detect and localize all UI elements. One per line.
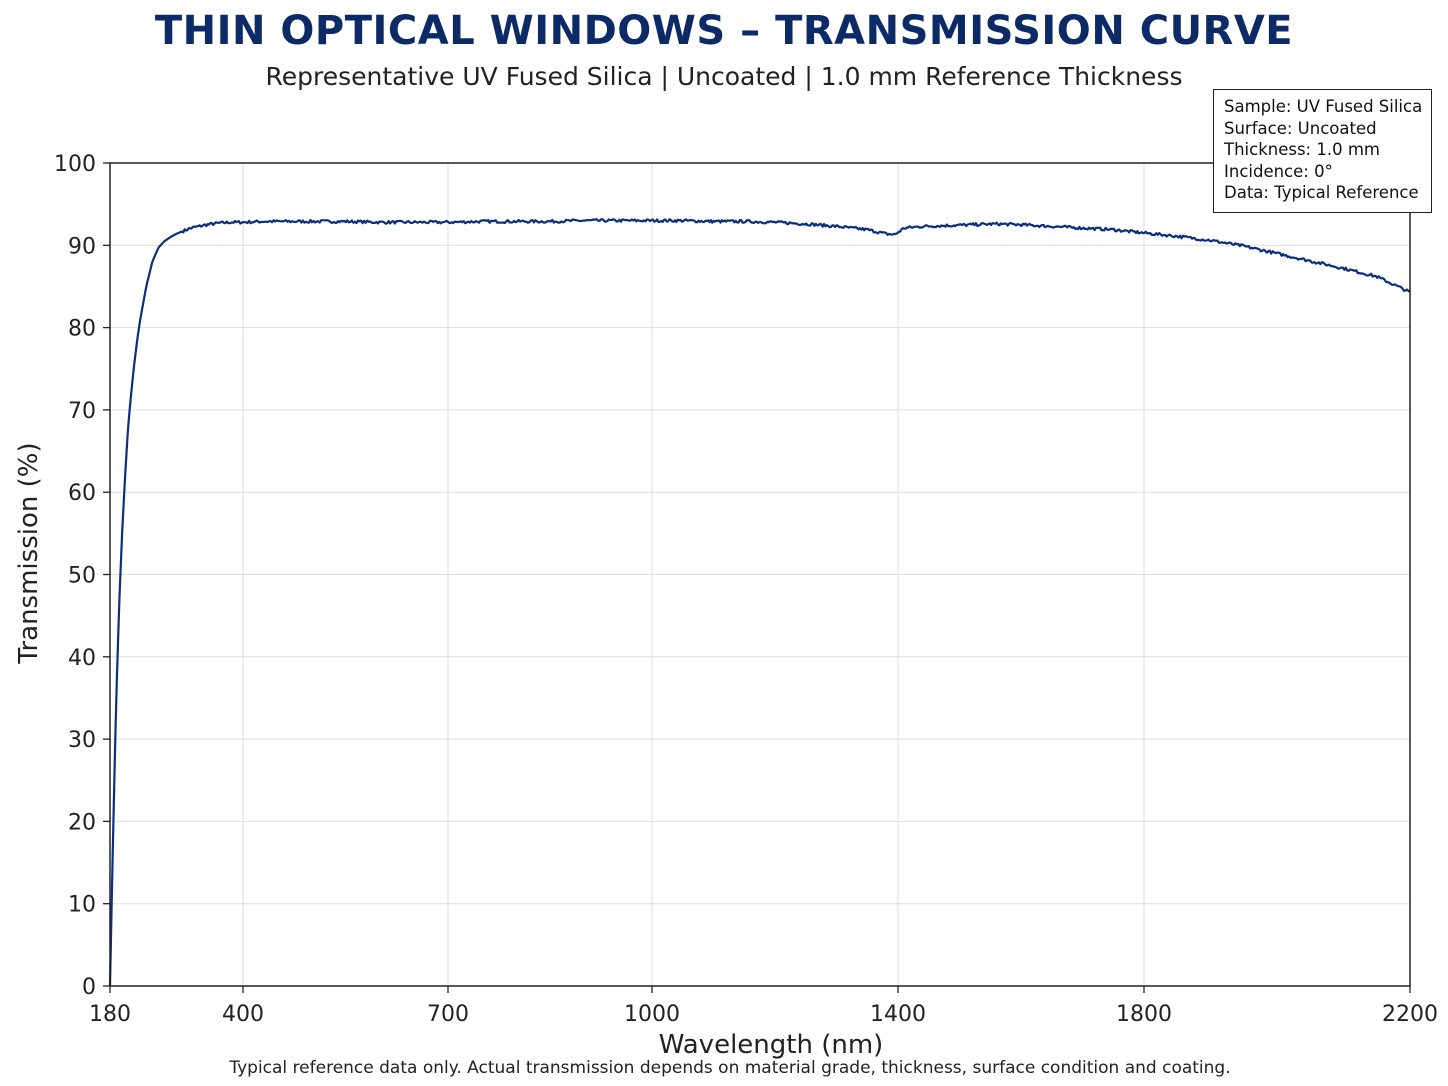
y-axis-label: Transmission (%) [14, 442, 44, 664]
x-axis-label: Wavelength (nm) [659, 1030, 884, 1060]
x-tick-label: 2200 [1382, 1002, 1438, 1027]
x-tick-label: 180 [89, 1002, 131, 1027]
y-tick-label: 40 [68, 646, 96, 671]
info-sample: Sample: UV Fused Silica [1224, 97, 1423, 116]
y-tick-label: 100 [54, 152, 96, 177]
info-surface: Surface: Uncoated [1224, 118, 1377, 138]
y-tick-label: 10 [68, 893, 96, 918]
x-tick-label: 400 [222, 1002, 264, 1027]
y-tick-label: 30 [68, 728, 96, 753]
y-tick-label: 80 [68, 317, 96, 342]
y-tick-label: 60 [68, 481, 96, 506]
x-tick-label: 700 [427, 1002, 469, 1027]
info-data-source: Data: Typical Reference [1224, 183, 1419, 202]
chart-title: THIN OPTICAL WINDOWS – TRANSMISSION CURV… [154, 8, 1294, 54]
sample-info-box: Sample: UV Fused Silica Surface: Uncoate… [1213, 89, 1432, 213]
grid-layer [110, 163, 1410, 986]
y-tick-label: 20 [68, 810, 96, 835]
info-thickness: Thickness: 1.0 mm [1224, 140, 1380, 159]
y-tick-label: 50 [68, 564, 96, 589]
y-tick-label: 0 [82, 975, 96, 1000]
tick-layer: 0 10 20 30 40 50 60 70 80 90 100 180 400 700 1000 1400 1… [54, 152, 1438, 1027]
chart-subtitle: Representative UV Fused Silica | Uncoate… [265, 62, 1183, 91]
y-tick-label: 70 [68, 399, 96, 424]
info-incidence: Incidence: 0° [1224, 161, 1333, 181]
x-tick-label: 1800 [1116, 1002, 1172, 1027]
footnote: Typical reference data only. Actual tran… [229, 1058, 1231, 1078]
y-tick-label: 90 [68, 234, 96, 259]
x-tick-label: 1400 [870, 1002, 926, 1027]
transmission-series-line [108, 218, 1411, 987]
x-tick-label: 1000 [624, 1002, 680, 1027]
